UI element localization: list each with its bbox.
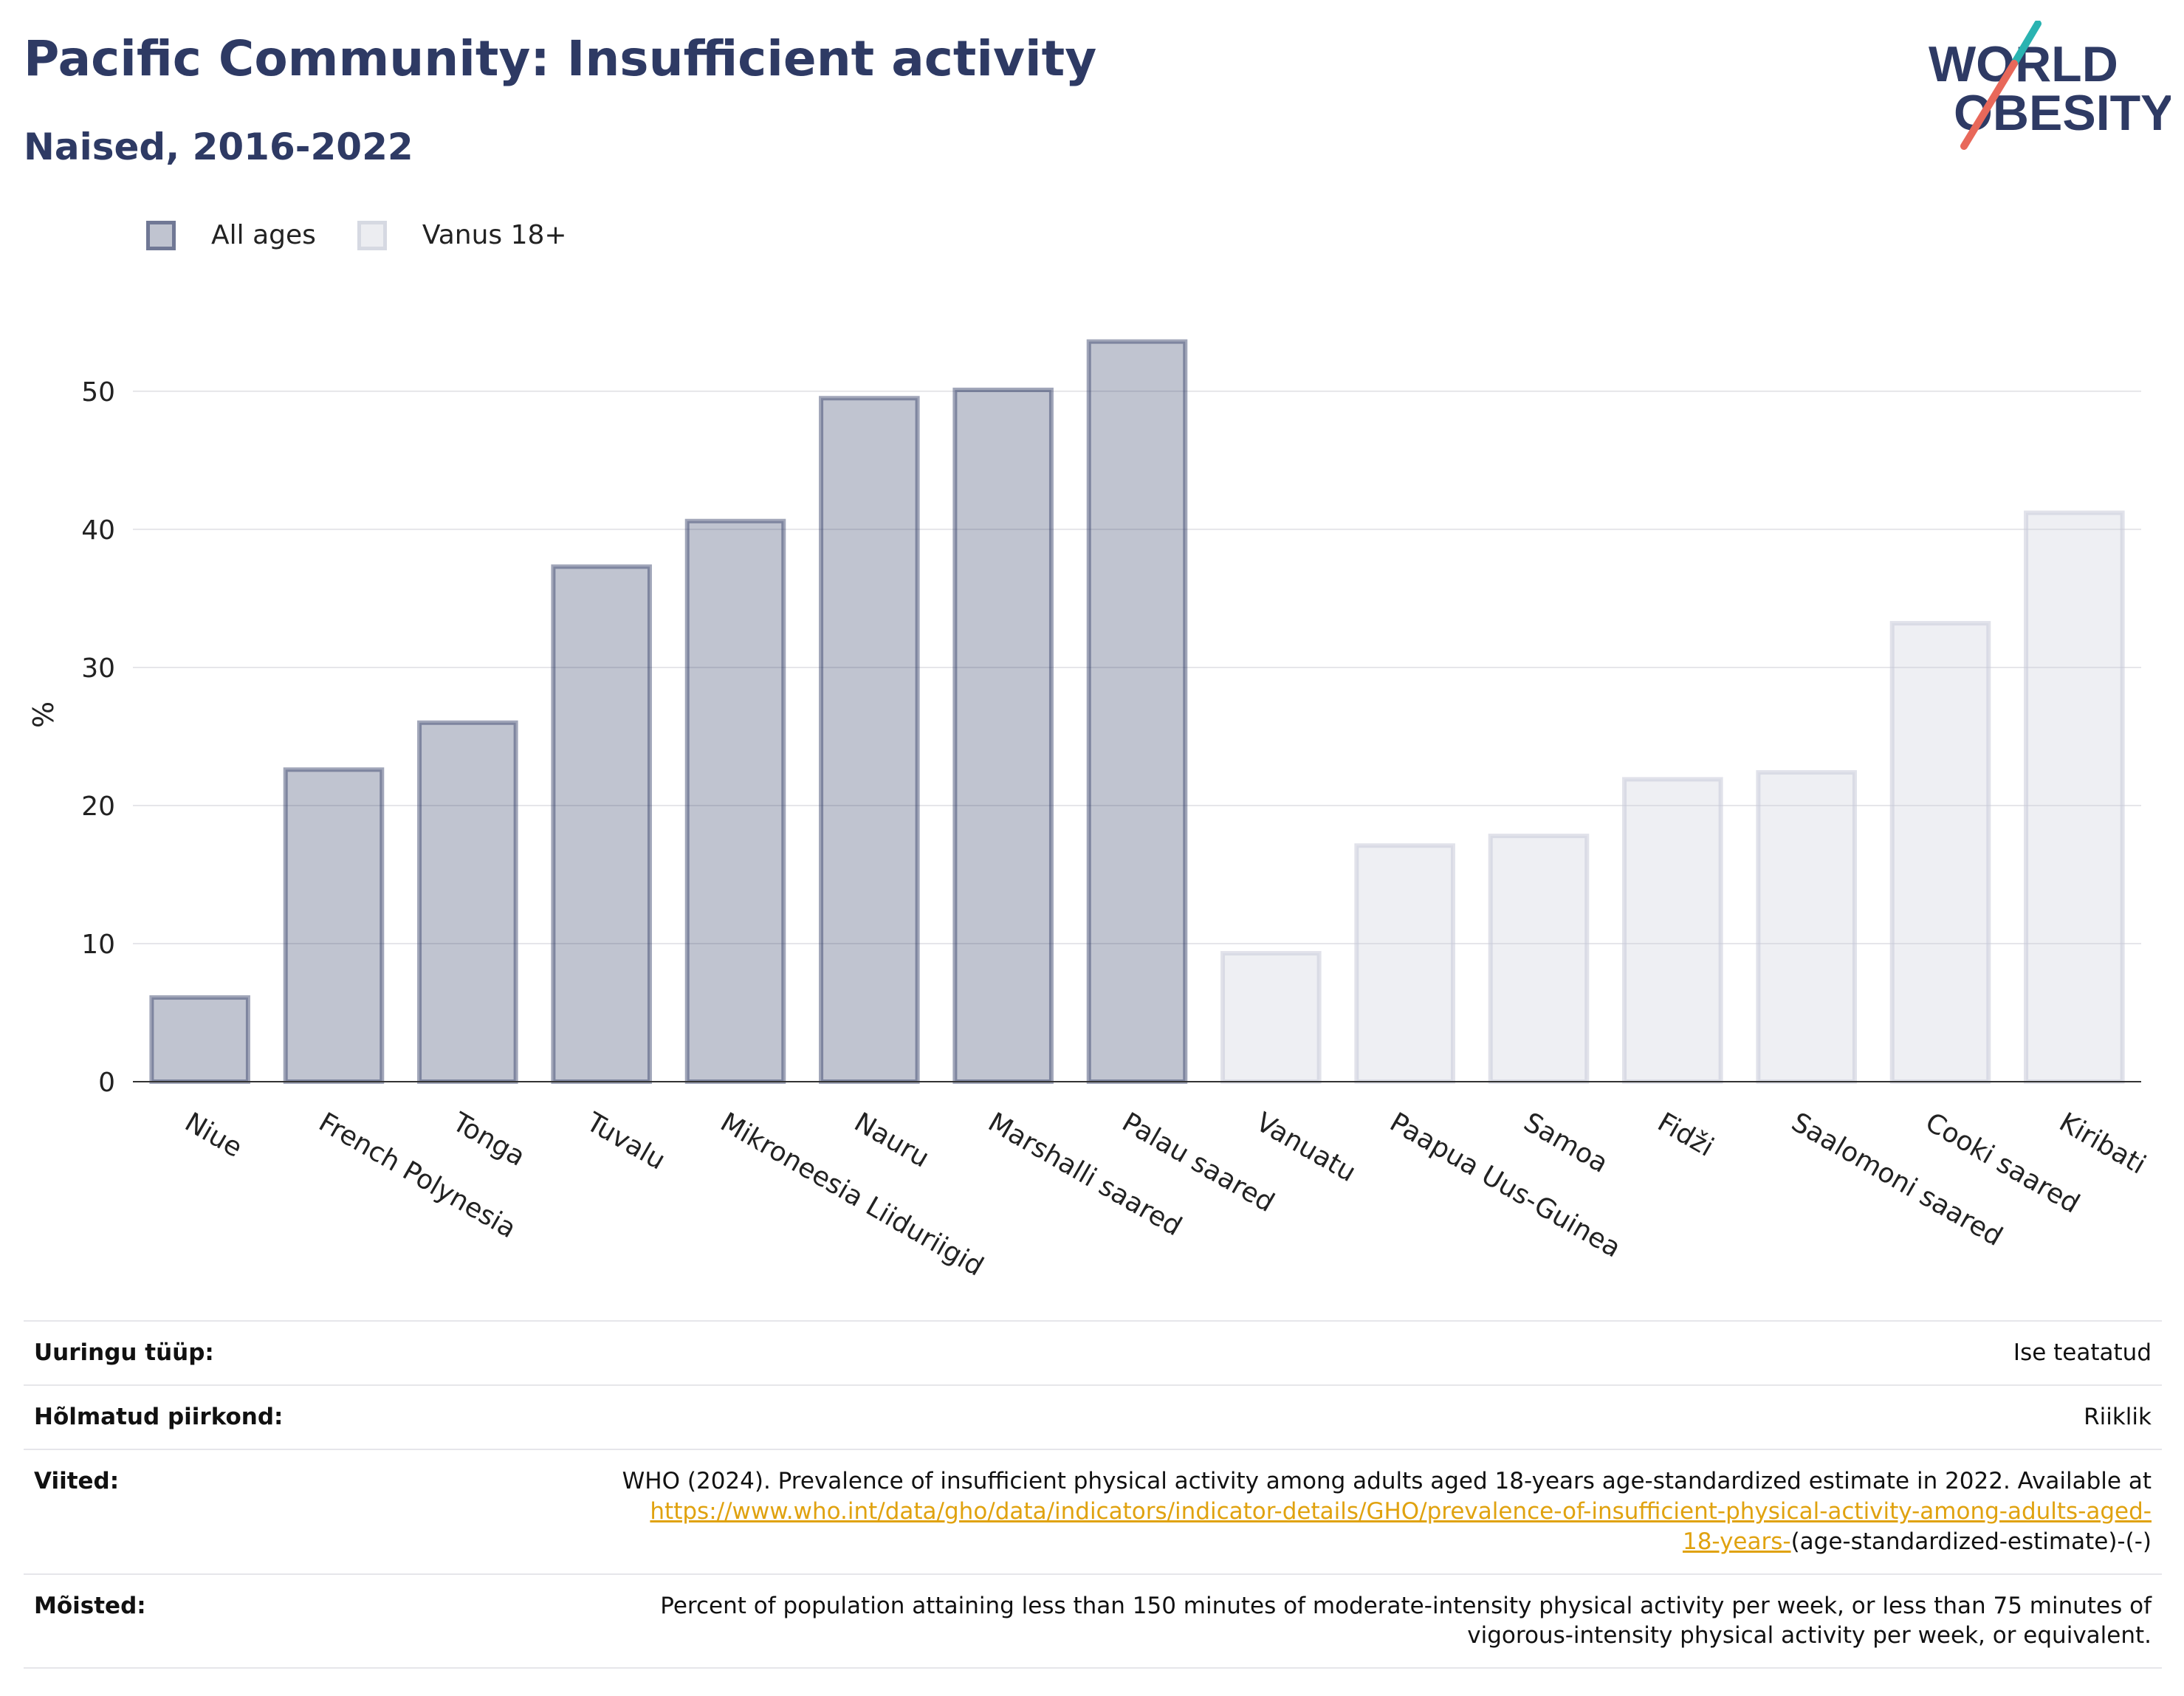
gridlines (133, 390, 2141, 944)
legend-item-all-ages[interactable]: All ages (146, 220, 316, 250)
reference-link-part2[interactable]: 18-years- (1682, 1528, 1791, 1555)
bar-fidzi[interactable] (1622, 777, 1723, 1084)
legend-swatch-all-ages (146, 220, 176, 250)
x-tick-label-paapua-uus-guinea: Paapua Uus-Guinea (1384, 1107, 1626, 1263)
y-tick-label: 20 (81, 792, 115, 822)
info-value-survey-type: Ise teatatud (561, 1320, 2162, 1385)
x-tick-label-fidzi: Fidži (1652, 1107, 1719, 1162)
logo-slash-coral (1960, 60, 2018, 150)
y-tick-label: 40 (81, 515, 115, 546)
chart-legend: All ages Vanus 18+ (146, 220, 608, 250)
definition-line-1: Percent of population attaining less tha… (660, 1592, 2152, 1619)
bar-tonga[interactable] (417, 720, 518, 1084)
y-axis-ticks: 0 10 20 30 40 50 (81, 377, 115, 1098)
x-tick-label-tonga: Tonga (447, 1107, 530, 1173)
x-tick-label-samoa: Samoa (1519, 1107, 1613, 1179)
legend-swatch-vanus-18 (357, 220, 387, 250)
info-value-coverage: Riiklik (561, 1384, 2162, 1449)
chart-subtitle: Naised, 2016-2022 (24, 126, 413, 168)
bar-marshalli-saared[interactable] (952, 388, 1054, 1084)
bar-mikroneesia-liiduriigid[interactable] (684, 518, 786, 1084)
info-key-coverage: Hõlmatud piirkond: (24, 1384, 561, 1449)
y-tick-label: 10 (81, 930, 115, 960)
x-tick-label-tuvalu: Tuvalu (581, 1107, 670, 1176)
legend-label-vanus-18: Vanus 18+ (422, 220, 567, 250)
info-row-definitions: Mõisted: Percent of population attaining… (24, 1573, 2162, 1669)
bar-vanuatu[interactable] (1220, 951, 1322, 1085)
legend-item-vanus-18[interactable]: Vanus 18+ (357, 220, 567, 250)
reference-link-part1[interactable]: https://www.who.int/data/gho/data/indica… (650, 1497, 2152, 1525)
bar-kiribati[interactable] (2024, 510, 2125, 1084)
bar-tuvalu[interactable] (551, 564, 652, 1084)
info-row-survey-type: Uuringu tüüp: Ise teatatud (24, 1320, 2162, 1385)
bar-palau-saared[interactable] (1086, 339, 1188, 1085)
y-tick-label: 30 (81, 653, 115, 684)
x-tick-label-kiribati: Kiribati (2054, 1107, 2151, 1180)
bars (149, 339, 2125, 1085)
x-tick-label-nauru: Nauru (849, 1107, 934, 1173)
bar-niue[interactable] (149, 995, 250, 1085)
bar-paapua-uus-guinea[interactable] (1354, 843, 1455, 1084)
x-tick-label-vanuatu: Vanuatu (1251, 1107, 1361, 1188)
info-key-definitions: Mõisted: (24, 1573, 561, 1669)
info-row-coverage: Hõlmatud piirkond: Riiklik (24, 1384, 2162, 1449)
chart-title: Pacific Community: Insufficient activity (24, 30, 1097, 87)
logo-text-obesity: OBESITY (1954, 85, 2171, 141)
reference-text-suffix: (age-standardized-estimate)-(-) (1790, 1528, 2152, 1555)
bar-cooki-saared[interactable] (1889, 621, 1991, 1084)
y-axis-label: % (27, 701, 60, 728)
bar-saalomoni-saared[interactable] (1756, 770, 1857, 1084)
bar-french-polynesia[interactable] (283, 767, 385, 1084)
legend-label-all-ages: All ages (211, 220, 316, 250)
definition-line-2: vigorous-intensity physical activity per… (1467, 1622, 2152, 1649)
y-tick-label: 0 (98, 1068, 115, 1098)
x-tick-label-niue: Niue (179, 1107, 247, 1163)
logo-slash-teal (2010, 21, 2042, 67)
bar-samoa[interactable] (1488, 834, 1590, 1084)
info-table: Uuringu tüüp: Ise teatatud Hõlmatud piir… (24, 1320, 2162, 1669)
bar-nauru[interactable] (819, 396, 920, 1084)
y-tick-label: 50 (81, 377, 115, 408)
world-obesity-logo: WORLD OBESITY (1929, 21, 2171, 150)
info-key-survey-type: Uuringu tüüp: (24, 1320, 561, 1385)
info-value-references: WHO (2024). Prevalence of insufficient p… (561, 1448, 2162, 1574)
info-key-references: Viited: (24, 1448, 561, 1574)
reference-text: WHO (2024). Prevalence of insufficient p… (622, 1467, 2152, 1494)
info-row-references: Viited: WHO (2024). Prevalence of insuff… (24, 1448, 2162, 1574)
info-value-definitions: Percent of population attaining less tha… (561, 1573, 2162, 1669)
